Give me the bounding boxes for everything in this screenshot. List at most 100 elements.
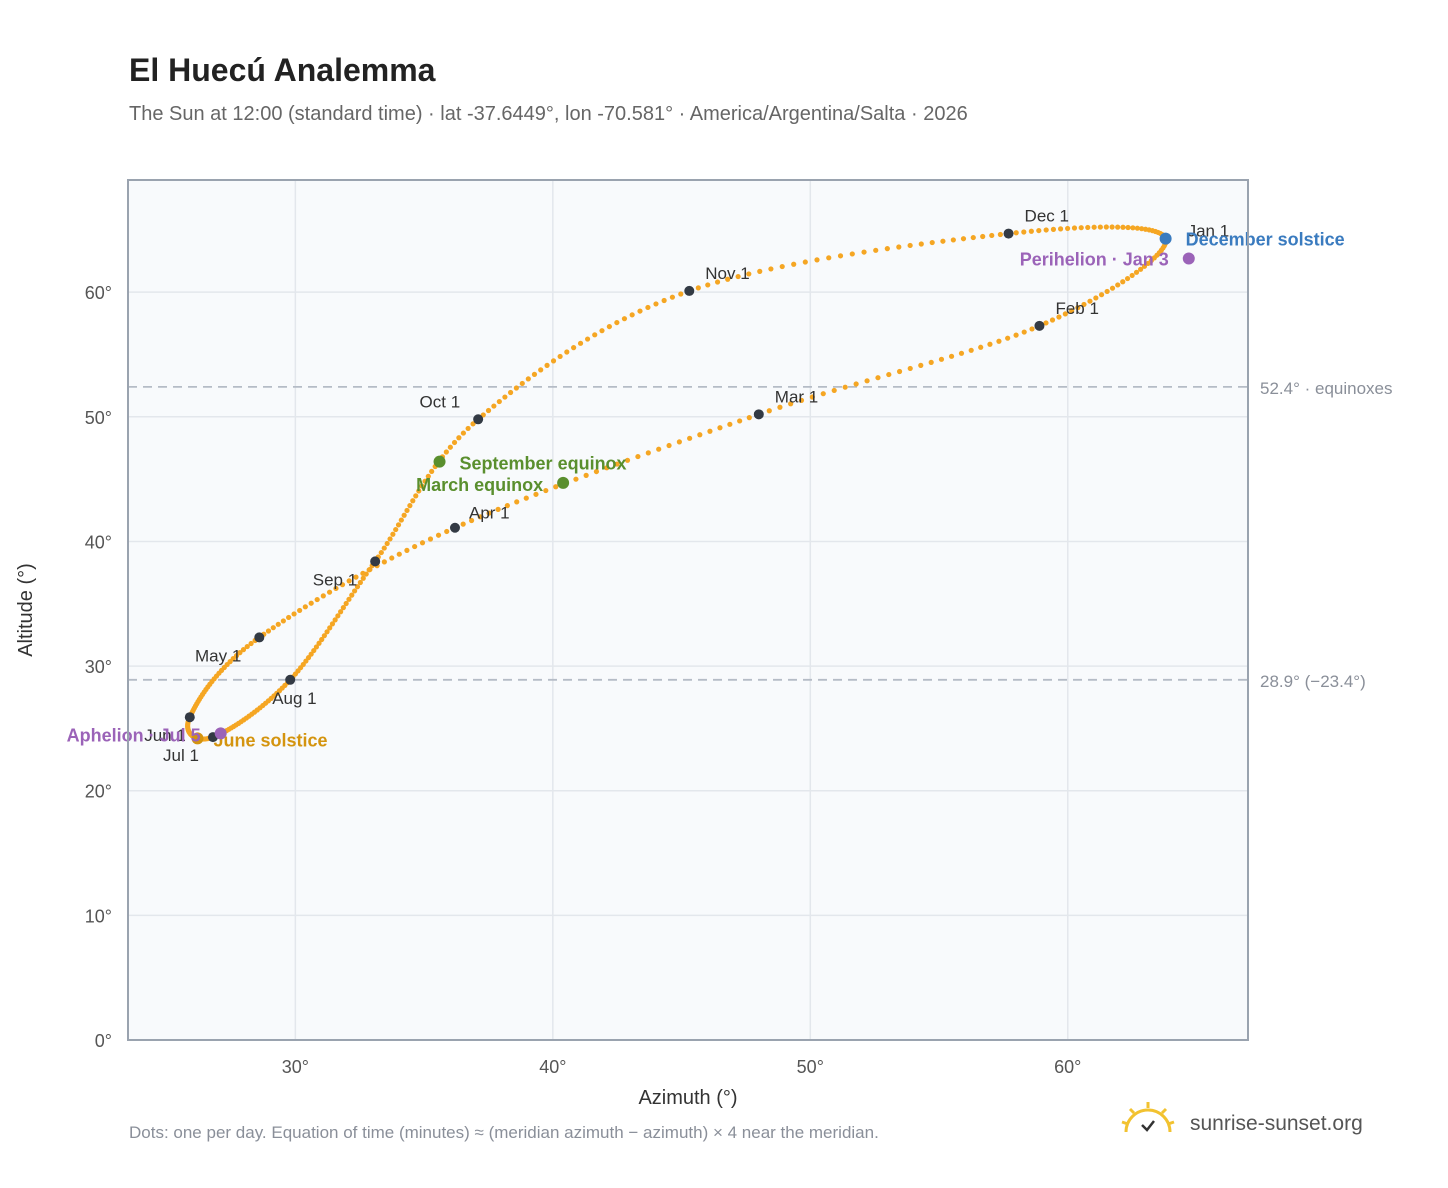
daily-sun-dot: [335, 613, 341, 619]
daily-sun-dot: [451, 439, 458, 446]
y-tick-label: 0°: [95, 1031, 112, 1051]
daily-sun-dot: [1129, 272, 1135, 279]
daily-sun-dot: [291, 611, 297, 617]
daily-sun-dot: [746, 271, 752, 277]
daily-sun-dot: [661, 297, 667, 304]
daily-sun-dot: [896, 244, 902, 250]
daily-sun-dot: [842, 384, 848, 390]
daily-sun-dot: [1138, 266, 1144, 272]
y-tick-label: 30°: [85, 657, 112, 677]
brand[interactable]: sunrise-sunset.org: [1120, 1100, 1420, 1150]
daily-sun-dot: [286, 614, 292, 621]
month-label: Oct 1: [420, 392, 461, 411]
x-tick-label: 50°: [797, 1057, 824, 1077]
daily-sun-dot: [978, 344, 984, 350]
daily-sun-dot: [427, 536, 434, 542]
daily-sun-dot: [319, 636, 325, 643]
daily-sun-dot: [381, 545, 387, 551]
daily-sun-dot: [366, 567, 372, 573]
daily-sun-dot: [346, 596, 352, 602]
event-label: December solstice: [1186, 230, 1345, 250]
daily-sun-dot: [1036, 227, 1042, 234]
daily-sun-dot: [717, 425, 723, 431]
daily-sun-dot: [746, 415, 752, 421]
daily-sun-dot: [543, 487, 549, 494]
daily-sun-dot: [886, 371, 892, 378]
daily-sun-dot: [419, 483, 425, 489]
daily-sun-dot: [1021, 329, 1027, 335]
daily-sun-dot: [270, 625, 276, 631]
daily-sun-dot: [948, 353, 955, 359]
daily-sun-dot: [320, 593, 326, 599]
daily-sun-dot: [339, 582, 346, 588]
daily-sun-dot: [1097, 224, 1103, 230]
daily-sun-dot: [514, 499, 520, 505]
daily-sun-dot: [1029, 326, 1035, 332]
daily-sun-dot: [968, 347, 974, 353]
daily-sun-dot: [491, 403, 497, 409]
daily-sun-dot: [533, 491, 539, 497]
daily-sun-dot: [1028, 228, 1034, 234]
daily-sun-dot: [321, 633, 327, 639]
event-marker: [433, 455, 446, 468]
month-label: Jan 1: [1188, 222, 1230, 241]
daily-sun-dot: [861, 249, 867, 255]
month-label: Nov 1: [705, 264, 749, 283]
event-label: Aphelion · Jul 5: [67, 725, 201, 745]
daily-sun-dot: [1069, 308, 1075, 314]
daily-sun-dot: [280, 618, 286, 624]
x-tick-label: 40°: [539, 1057, 566, 1077]
daily-sun-dot: [425, 473, 431, 479]
daily-sun-dot: [444, 528, 450, 535]
daily-sun-dot: [1093, 295, 1099, 301]
daily-sun-dot: [573, 476, 579, 482]
daily-sun-dot: [1057, 226, 1064, 232]
daily-sun-dot: [393, 526, 399, 533]
daily-sun-dot: [435, 532, 442, 538]
daily-sun-dot: [519, 380, 525, 387]
y-tick-label: 20°: [85, 782, 112, 802]
daily-sun-dot: [987, 341, 993, 347]
daily-sun-dot: [1043, 227, 1049, 233]
daily-sun-dot: [468, 517, 475, 524]
daily-sun-dot: [583, 472, 589, 478]
daily-sun-dot: [486, 510, 492, 516]
daily-sun-dot: [265, 628, 272, 634]
daily-sun-dot: [443, 449, 449, 455]
daily-sun-dot: [802, 259, 808, 265]
daily-sun-dot: [353, 574, 359, 580]
daily-sun-dot: [766, 408, 772, 414]
x-axis-title: Azimuth (°): [638, 1087, 737, 1109]
daily-sun-dot: [314, 596, 320, 603]
month-label: Feb 1: [1055, 299, 1098, 318]
daily-sun-dot: [329, 621, 336, 627]
y-tick-label: 40°: [85, 532, 112, 552]
event-marker: [1159, 232, 1172, 245]
event-marker: [557, 476, 570, 489]
event-marker: [214, 727, 227, 740]
daily-sun-dot: [248, 640, 254, 647]
daily-sun-dot: [592, 332, 598, 338]
daily-sun-dot: [645, 450, 651, 456]
daily-sun-dot: [896, 368, 903, 375]
daily-sun-dot: [1021, 229, 1027, 235]
reference-line-label: 52.4° · equinoxes: [1260, 379, 1393, 398]
daily-sun-dot: [390, 531, 396, 537]
daily-sun-dot: [275, 621, 281, 627]
daily-sun-dot: [1134, 225, 1140, 231]
daily-sun-dot: [346, 578, 352, 584]
month-marker: [753, 409, 764, 420]
reference-line-label: 28.9° (−23.4°): [1260, 672, 1366, 691]
daily-sun-dot: [504, 503, 510, 509]
daily-sun-dot: [814, 257, 820, 263]
daily-sun-dot: [656, 446, 662, 452]
month-marker: [449, 522, 460, 533]
daily-sun-dot: [960, 236, 967, 242]
daily-sun-dot: [737, 418, 743, 424]
daily-sun-dot: [1109, 285, 1116, 291]
daily-sun-dot: [1071, 225, 1078, 231]
daily-sun-dot: [606, 323, 612, 330]
page-title: El Huecú Analemma: [129, 52, 436, 88]
daily-sun-dot: [357, 579, 363, 586]
daily-sun-dot: [735, 273, 741, 280]
